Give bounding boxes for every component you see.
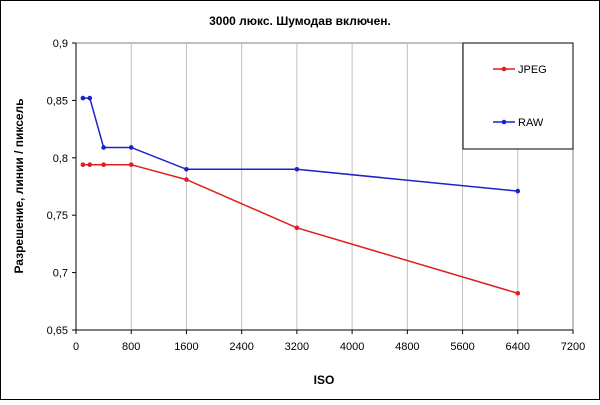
x-tick-label: 1600 [174, 341, 198, 353]
x-tick-label: 800 [122, 341, 140, 353]
data-point-raw [184, 166, 189, 172]
x-axis-title: ISO [314, 373, 335, 387]
data-point-raw [515, 188, 521, 194]
data-point-raw [128, 145, 134, 150]
y-tick-label: 0,9 [53, 38, 68, 50]
data-point-raw [80, 95, 86, 101]
chart-title: 3000 люкс. Шумодав включен. [209, 14, 391, 28]
legend-raw-label: RAW [518, 117, 544, 129]
data-point-jpeg [80, 162, 86, 167]
x-tick-label: 5600 [450, 341, 474, 353]
data-point-raw [101, 145, 106, 150]
data-point-jpeg [184, 177, 189, 182]
y-tick-label: 0,85 [47, 95, 68, 107]
data-point-jpeg [515, 290, 521, 296]
data-point-raw [87, 95, 93, 101]
y-tick-labels: 0,65 0,7 0,75 0,8 0,85 0,9 [47, 38, 68, 337]
legend-box [462, 42, 574, 150]
data-point-jpeg [294, 225, 300, 231]
y-axis-title: Разрешение, линии / пиксель [12, 98, 26, 273]
x-tick-label: 6400 [506, 341, 530, 353]
x-tick-label: 7200 [561, 341, 585, 353]
y-tick-label: 0,75 [47, 210, 68, 222]
x-tick-label: 0 [73, 341, 79, 353]
data-point-jpeg [87, 162, 93, 167]
legend: JPEG RAW [462, 42, 574, 150]
x-tick-label: 2400 [229, 341, 253, 353]
y-tick-label: 0,7 [53, 268, 68, 280]
data-point-jpeg [101, 162, 106, 167]
data-point-jpeg [128, 162, 134, 167]
x-tick-labels: 0 800 1600 2400 3200 4000 4800 5600 6400 7200 [73, 341, 585, 353]
data-point-raw [294, 166, 300, 172]
x-tick-label: 3200 [285, 341, 309, 353]
y-tick-label: 0,8 [53, 153, 68, 165]
grid-lines [130, 43, 519, 330]
legend-jpeg-label: JPEG [518, 64, 547, 76]
x-tick-label: 4000 [340, 341, 364, 353]
axes [72, 42, 574, 334]
series-lines [80, 95, 521, 296]
x-tick-label: 4800 [395, 341, 419, 353]
legend-jpeg-marker [501, 66, 507, 72]
y-tick-label: 0,65 [47, 325, 68, 337]
legend-raw-marker [501, 119, 507, 125]
